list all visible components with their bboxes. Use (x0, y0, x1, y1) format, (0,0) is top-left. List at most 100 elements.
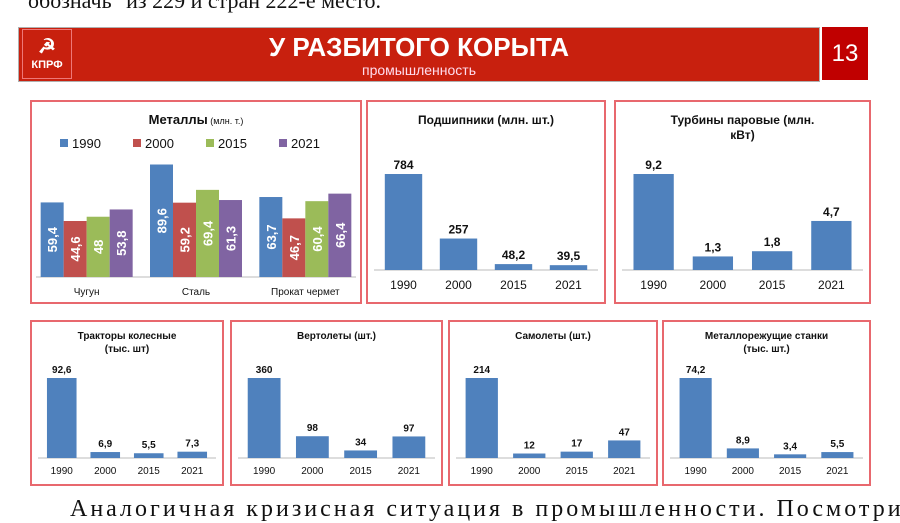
data-label: 48,2 (502, 248, 526, 262)
slide-title: У РАЗБИТОГО КОРЫТА (268, 32, 570, 62)
bar (259, 197, 283, 277)
chart-svg: Самолеты (шт.) 214 1990 12 2000 17 2015 47 2021 (456, 331, 650, 477)
bar (177, 451, 208, 458)
category-label: 2021 (181, 466, 204, 477)
category-label: 2015 (759, 278, 786, 292)
bar (494, 264, 533, 270)
bar (633, 174, 674, 270)
legend-label: 2000 (145, 136, 174, 151)
data-label: 12 (524, 441, 536, 452)
data-label: 5,5 (830, 439, 844, 450)
data-label: 9,2 (645, 158, 662, 172)
category-label: 2015 (500, 278, 527, 292)
data-label: 784 (393, 158, 413, 172)
legend-swatch (206, 139, 214, 147)
data-label: 60,4 (310, 226, 325, 252)
bar (679, 378, 712, 458)
category-label: 2000 (518, 466, 541, 477)
bar (465, 378, 498, 458)
chart-title: Самолеты (шт.) (515, 331, 591, 342)
data-label: 61,3 (224, 226, 239, 251)
chart-svg: Металлы (млн. т.) 1990 2000 2015 2021 59,4 44,… (36, 112, 356, 298)
bar (219, 200, 242, 277)
chart-title: Тракторы колесные (78, 331, 177, 342)
bar (560, 451, 593, 458)
bar (608, 440, 641, 458)
bar (439, 238, 478, 270)
bar (173, 202, 196, 277)
bar (513, 453, 546, 458)
chart-title: Подшипники (млн. шт.) (418, 113, 554, 127)
bar (344, 450, 378, 458)
data-label: 257 (448, 223, 468, 237)
slide-number: 13 (822, 27, 868, 80)
data-label: 69,4 (201, 220, 216, 246)
category-label: Сталь (182, 287, 210, 298)
legend-swatch (60, 139, 68, 147)
category-label: 2000 (700, 278, 727, 292)
legend-swatch (133, 139, 141, 147)
bar (282, 218, 306, 277)
bar (692, 256, 734, 270)
category-label: 2021 (826, 466, 849, 477)
bar (751, 251, 793, 270)
bar (774, 454, 807, 458)
hammer-sickle-icon: ☭ (38, 36, 56, 58)
chart-svg: Подшипники (млн. шт.) 784 1990 257 2000 48,2 2… (374, 113, 598, 292)
chart-airplanes: Самолеты (шт.) 214 1990 12 2000 17 2015 47 2021 (448, 320, 658, 486)
data-label: 4,7 (823, 205, 840, 219)
kprf-logo: ☭ КПРФ (22, 29, 72, 79)
logo-text: КПРФ (31, 59, 63, 71)
data-label: 3,4 (783, 441, 797, 452)
data-label: 8,9 (736, 435, 750, 446)
category-label: 2021 (555, 278, 582, 292)
category-label: 2021 (613, 466, 636, 477)
legend-label: 2021 (291, 136, 320, 151)
bar (46, 378, 77, 458)
legend-label: 1990 (72, 136, 101, 151)
data-label: 34 (355, 437, 367, 448)
bar (305, 201, 329, 277)
data-label: 1,8 (764, 235, 781, 249)
title-banner: У РАЗБИТОГО КОРЫТА промышленность (18, 27, 820, 82)
data-label: 53,8 (114, 231, 129, 256)
bar (549, 265, 588, 270)
top-body-text: обозначь" из 229 и стран 222-е место. (28, 0, 381, 13)
data-label: 48 (91, 240, 106, 254)
chart-title-unit: (млн. т.) (208, 116, 244, 126)
bar (40, 202, 64, 277)
bar (726, 448, 759, 458)
legend-label: 2015 (218, 136, 247, 151)
category-label: 1990 (471, 466, 494, 477)
category-label: 2000 (301, 466, 324, 477)
data-label: 66,4 (333, 222, 348, 248)
data-label: 44,6 (68, 236, 83, 261)
bar (384, 174, 423, 270)
chart-title: (тыс. шт) (105, 344, 149, 355)
category-label: 1990 (51, 466, 74, 477)
legend-swatch (279, 139, 287, 147)
bar (196, 189, 219, 277)
data-label: 98 (307, 423, 319, 434)
category-label: 2000 (732, 466, 755, 477)
chart-tractors: Тракторы колесные (тыс. шт) 92,6 1990 6,9 200… (30, 320, 224, 486)
chart-helicopters: Вертолеты (шт.) 360 1990 98 2000 34 2015 97 2021 (230, 320, 443, 486)
bar (63, 221, 87, 277)
data-label: 47 (619, 427, 631, 438)
category-label: 1990 (390, 278, 417, 292)
chart-title: Турбины паровые (млн. (671, 113, 815, 127)
category-label: 2000 (94, 466, 117, 477)
bar (821, 452, 854, 458)
data-label: 92,6 (52, 365, 72, 376)
bar (133, 453, 164, 458)
chart-title: (тыс. шт.) (743, 344, 789, 355)
chart-bearings: Подшипники (млн. шт.) 784 1990 257 2000 48,2 2… (366, 100, 606, 304)
chart-title: Вертолеты (шт.) (297, 331, 376, 342)
category-label: 2015 (566, 466, 589, 477)
bar (247, 378, 281, 458)
category-label: 1990 (685, 466, 708, 477)
category-label: 2015 (779, 466, 802, 477)
bar (392, 436, 426, 458)
data-label: 74,2 (686, 365, 706, 376)
data-label: 46,7 (287, 235, 302, 260)
